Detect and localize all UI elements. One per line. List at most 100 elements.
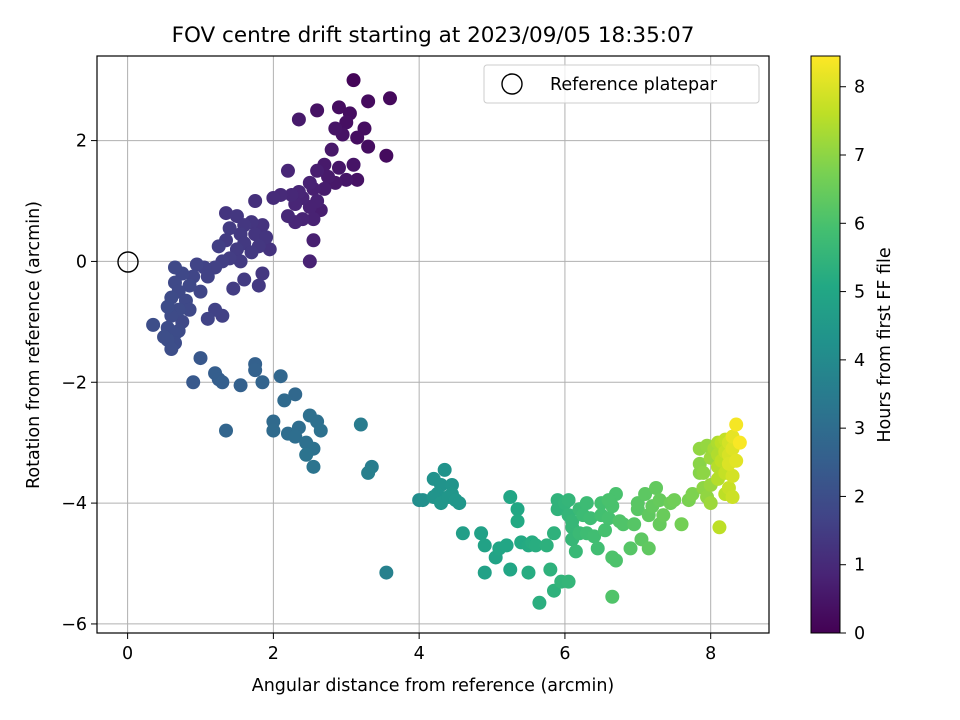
data-point xyxy=(321,169,336,184)
data-point xyxy=(219,206,234,221)
colorbar-tick-label: 3 xyxy=(854,419,865,439)
colorbar-tick-label: 4 xyxy=(854,351,865,371)
data-point xyxy=(328,121,343,136)
data-point xyxy=(273,369,288,384)
data-point xyxy=(219,423,234,438)
data-point xyxy=(200,311,215,326)
data-point xyxy=(167,260,182,275)
data-point xyxy=(331,100,346,115)
data-point xyxy=(539,538,554,553)
data-point xyxy=(350,172,365,187)
x-axis-label: Angular distance from reference (arcmin) xyxy=(252,676,615,696)
data-point xyxy=(601,511,616,526)
data-point xyxy=(361,139,376,154)
data-point xyxy=(605,589,620,604)
data-point xyxy=(415,493,430,508)
y-axis-label: Rotation from reference (arcmin) xyxy=(24,201,44,489)
data-point xyxy=(598,523,613,538)
data-point xyxy=(521,565,536,580)
data-point xyxy=(313,423,328,438)
data-point xyxy=(696,465,711,480)
data-point xyxy=(339,115,354,130)
data-point xyxy=(452,496,467,511)
data-point xyxy=(528,538,543,553)
data-point xyxy=(346,157,361,172)
data-point xyxy=(568,544,583,559)
data-point xyxy=(627,517,642,532)
grid-lines xyxy=(97,56,769,633)
data-point xyxy=(382,91,397,106)
data-point xyxy=(331,160,346,175)
data-point xyxy=(685,487,700,502)
data-point xyxy=(579,496,594,511)
data-point xyxy=(193,284,208,299)
data-point xyxy=(503,562,518,577)
data-point xyxy=(510,514,525,529)
data-point xyxy=(186,375,201,390)
data-point xyxy=(616,517,631,532)
data-point xyxy=(255,266,270,281)
data-point xyxy=(587,529,602,544)
data-point xyxy=(310,103,325,118)
data-point xyxy=(601,493,616,508)
data-point xyxy=(532,595,547,610)
data-point xyxy=(652,493,667,508)
data-point xyxy=(288,429,303,444)
data-point xyxy=(499,538,514,553)
reference-platepar-marker xyxy=(117,251,139,273)
data-point xyxy=(277,393,292,408)
data-point xyxy=(193,351,208,366)
data-point xyxy=(248,227,263,242)
data-point xyxy=(248,194,263,209)
data-point xyxy=(379,148,394,163)
colorbar-tick-label: 5 xyxy=(854,283,865,303)
data-point xyxy=(561,574,576,589)
data-point xyxy=(157,329,172,344)
data-point xyxy=(266,423,281,438)
data-point xyxy=(590,541,605,556)
data-point xyxy=(474,526,489,541)
data-point xyxy=(510,502,525,517)
data-point xyxy=(455,526,470,541)
data-point xyxy=(248,363,263,378)
data-point xyxy=(503,490,518,505)
data-point xyxy=(280,209,295,224)
data-point xyxy=(608,553,623,568)
data-point xyxy=(237,272,252,287)
data-point xyxy=(437,462,452,477)
data-point xyxy=(146,317,161,332)
y-tick-label: −6 xyxy=(61,615,87,635)
data-point xyxy=(251,278,266,293)
legend-marker xyxy=(501,73,523,95)
data-point xyxy=(641,541,656,556)
data-point xyxy=(361,94,376,109)
data-point xyxy=(317,181,332,196)
data-point xyxy=(310,163,325,178)
legend-label: Reference platepar xyxy=(550,75,718,95)
data-point xyxy=(656,508,671,523)
data-point xyxy=(379,565,394,580)
data-point xyxy=(725,490,740,505)
data-point xyxy=(302,175,317,190)
data-point xyxy=(266,190,281,205)
data-point xyxy=(712,520,727,535)
plot-frame xyxy=(96,55,770,634)
data-point xyxy=(284,187,299,202)
data-point xyxy=(306,233,321,248)
y-tick-label: 2 xyxy=(76,132,87,152)
data-point xyxy=(729,417,744,432)
colorbar-tick-label: 6 xyxy=(854,214,865,234)
colorbar-tick-label: 7 xyxy=(854,146,865,166)
data-point xyxy=(291,112,306,127)
data-point xyxy=(211,239,226,254)
data-point xyxy=(226,281,241,296)
legend: Reference platepar xyxy=(483,64,760,104)
x-axis-ticks: 0 2 4 6 8 xyxy=(122,633,716,664)
data-point xyxy=(623,541,638,556)
data-point xyxy=(299,447,314,462)
data-point xyxy=(164,342,179,357)
y-axis-ticks: −6 −4 −2 0 2 xyxy=(61,132,97,635)
data-point xyxy=(703,496,718,511)
y-tick-label: −4 xyxy=(61,494,87,514)
